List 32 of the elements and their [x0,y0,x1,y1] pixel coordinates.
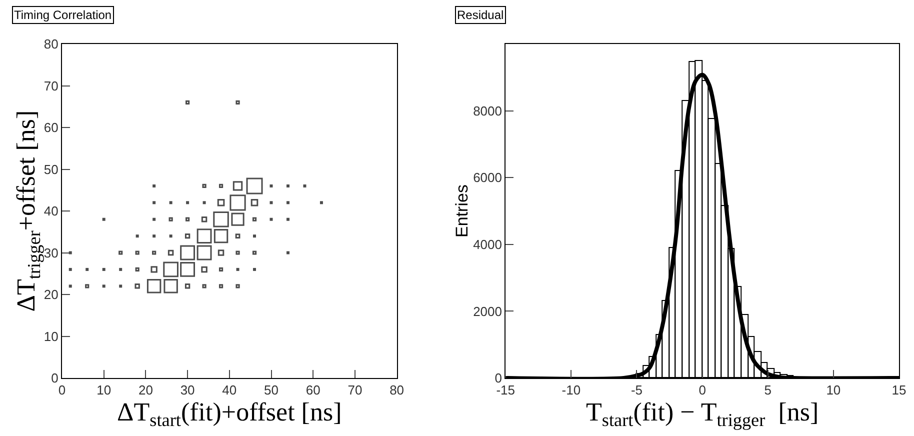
x-tick-label: 10 [826,382,841,398]
x-tick-label: -10 [562,382,581,398]
x-tick-label: 0 [698,382,706,398]
y-tick-label: 80 [44,36,58,52]
y-tick-label: 50 [44,162,58,177]
y-tick-label: 60 [44,120,58,136]
x-axis-title: ΔT$_{start}$(fit)+offset [ns] [117,398,342,430]
y-tick-label: 2000 [473,304,502,319]
x-tick-label: 60 [306,382,320,398]
x-tick-label: 20 [138,382,153,398]
y-tick-label: 70 [44,78,58,94]
y-tick-label: 10 [44,328,58,344]
x-tick-label: 15 [892,382,906,398]
x-tick-label: 10 [96,382,112,398]
x-tick-label: 5 [764,382,772,398]
y-tick-label: 20 [44,287,58,302]
x-tick-label: 70 [348,382,362,398]
y-tick-label: 30 [44,245,58,260]
x-tick-label: 50 [264,382,278,398]
x-tick-label: 80 [390,382,404,398]
y-tick-label: 0 [51,370,58,386]
chart-title: Residual [457,8,504,22]
x-tick-label: -5 [630,382,643,398]
y-tick-label: 4000 [473,236,502,252]
x-tick-label: 40 [222,382,237,398]
y-tick-label: 40 [44,204,58,219]
y-axis-title: Entries [452,184,472,238]
chart-title: Timing Correlation [14,8,112,22]
x-axis-title: T$_{start}$(fit) − T$_{trigger}$ [ns] [586,398,819,430]
y-tick-label: 8000 [473,103,502,118]
x-tick-label: 30 [180,382,195,398]
y-tick-label: 6000 [473,170,502,186]
